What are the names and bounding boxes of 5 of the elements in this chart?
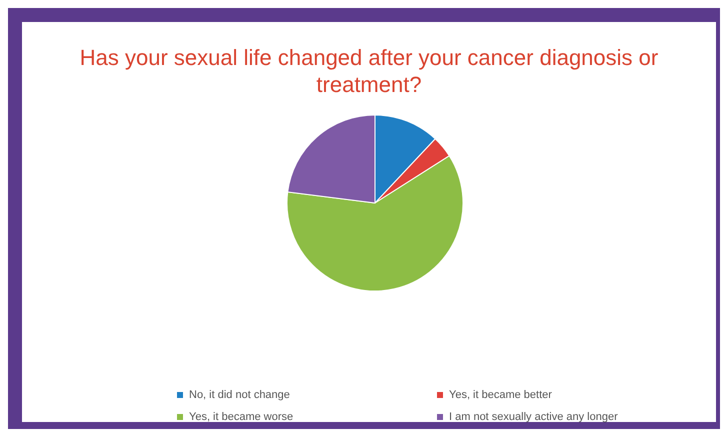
legend-label: No, it did not change: [189, 389, 290, 401]
legend-label: I am not sexually active any longer: [449, 411, 618, 423]
chart-title: Has your sexual life changed after your cancer diagnosis or treatment?: [78, 44, 660, 98]
legend-label: Yes, it became worse: [189, 411, 294, 423]
legend-label: Yes, it became better: [449, 389, 552, 401]
